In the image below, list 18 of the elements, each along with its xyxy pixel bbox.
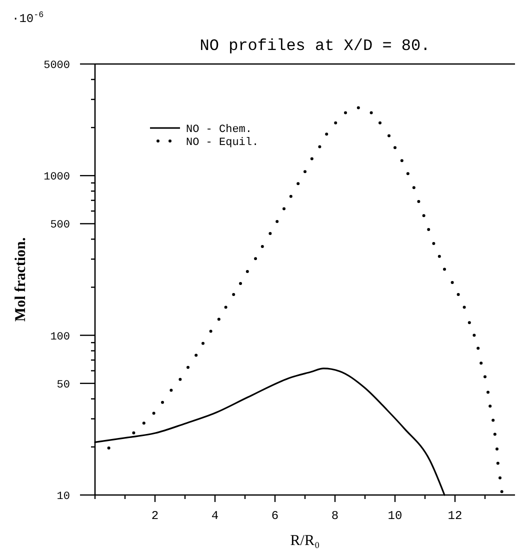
y-tick-label: 50 [56,379,70,392]
legend-label: NO - Equil. [186,137,259,149]
x-tick-label: 4 [211,509,219,523]
x-tick-label: 10 [388,509,402,523]
x-tick-label: 8 [331,509,339,523]
y-tick-label: 5000 [44,60,70,72]
y-tick-label: 100 [50,331,70,344]
text: ·10$^{-6}$ [12,10,44,26]
y-tick-label: 500 [50,220,70,232]
x-axis-title: R/R₀ [290,533,320,549]
x-tick-label: 2 [151,509,159,523]
y-tick-label: 1000 [44,172,70,184]
x-tick-label: 6 [271,509,279,523]
legend-label: NO - Chem. [186,124,252,136]
chart-title: NO profiles at X/D = 80. [200,37,430,55]
x-tick-label: 12 [448,509,462,523]
y-axis-title: Mol fraction. [13,237,29,322]
y-tick-label: 10 [56,491,70,503]
